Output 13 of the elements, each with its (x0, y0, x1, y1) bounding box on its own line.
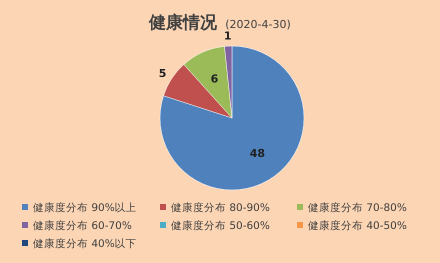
legend-label: 健康度分布 80-90% (171, 201, 270, 214)
data-label: 6 (210, 72, 219, 86)
chart-subtitle: (2020-4-30) (225, 18, 291, 31)
data-label: 1 (224, 29, 232, 42)
data-label: 48 (250, 146, 266, 160)
legend-label: 健康度分布 90%以上 (33, 201, 137, 214)
chart-title: 健康情况 (148, 13, 218, 33)
data-label: 5 (158, 66, 166, 80)
legend-label: 健康度分布 60-70% (33, 219, 132, 232)
legend-label: 健康度分布 50-60% (171, 219, 270, 232)
legend-label: 健康度分布 70-80% (308, 201, 407, 214)
legend-label: 健康度分布 40%以下 (33, 237, 137, 250)
legend-label: 健康度分布 40-50% (308, 219, 407, 232)
